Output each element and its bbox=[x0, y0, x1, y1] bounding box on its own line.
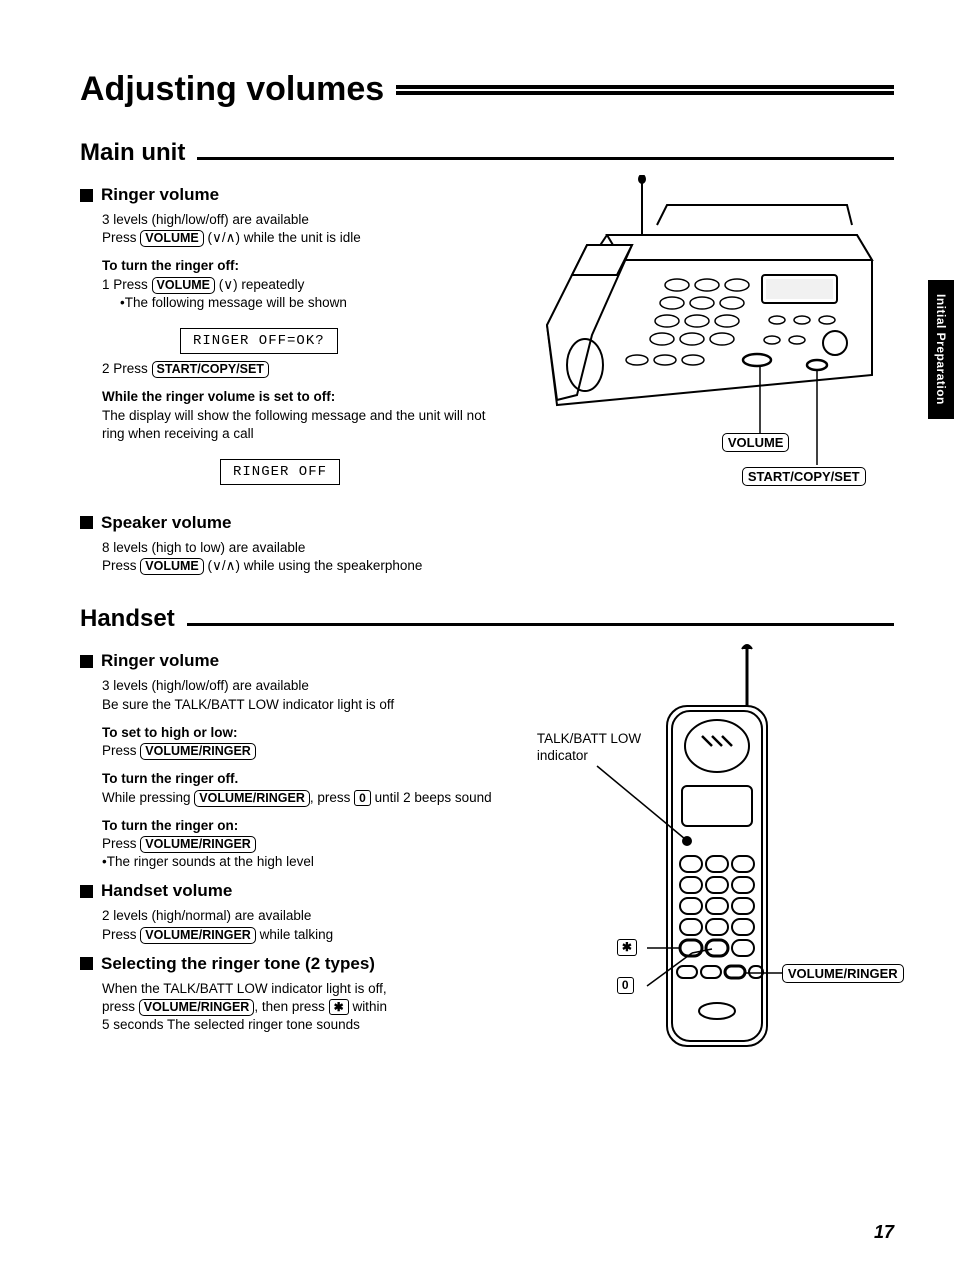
bullet-square-icon bbox=[80, 957, 93, 970]
volume-key: VOLUME bbox=[140, 558, 203, 575]
txt: 5 seconds The selected ringer tone sound… bbox=[102, 1016, 497, 1034]
bullet-square-icon bbox=[80, 516, 93, 529]
txt: 3 levels (high/low/off) are available bbox=[102, 677, 497, 695]
section-handset: Handset bbox=[80, 605, 894, 633]
hs-on: To turn the ringer on: Press VOLUME/RING… bbox=[102, 817, 497, 872]
bullet-square-icon bbox=[80, 885, 93, 898]
lcd-ringer-off: RINGER OFF bbox=[220, 459, 340, 485]
callout-star: ✱ bbox=[617, 939, 637, 955]
lcd-ringer-off-ok: RINGER OFF=OK? bbox=[180, 328, 338, 354]
bullet-square-icon bbox=[80, 655, 93, 668]
txt: Press bbox=[102, 836, 140, 851]
volring-key: VOLUME/RINGER bbox=[140, 836, 256, 853]
txt: (∨/∧) while using the speakerphone bbox=[204, 558, 423, 573]
txt: To turn the ringer off. bbox=[102, 770, 497, 788]
section-main-unit: Main unit bbox=[80, 139, 894, 167]
startcopyset-key: START/COPY/SET bbox=[152, 361, 269, 378]
txt: press bbox=[102, 999, 139, 1014]
hs-off-body: While pressing VOLUME/RINGER, press 0 un… bbox=[102, 789, 497, 807]
volume-key: VOLUME bbox=[152, 277, 215, 294]
whileoff-body: The display will show the following mess… bbox=[102, 407, 497, 443]
txt: To turn the ringer on: bbox=[102, 817, 497, 835]
sub-speaker-text: Speaker volume bbox=[101, 513, 231, 533]
speaker-b: Press VOLUME (∨/∧) while using the speak… bbox=[102, 557, 497, 575]
txt: Press bbox=[102, 558, 140, 573]
hs-off: To turn the ringer off. While pressing V… bbox=[102, 770, 497, 806]
talkbatt-label2: indicator bbox=[537, 748, 641, 764]
txt: While pressing bbox=[102, 790, 194, 805]
zero-key: 0 bbox=[354, 790, 371, 806]
sub-ringer-text: Ringer volume bbox=[101, 185, 219, 205]
volring-key: VOLUME/RINGER bbox=[140, 743, 256, 760]
speaker-body: 8 levels (high to low) are available Pre… bbox=[102, 539, 497, 575]
txt: until 2 beeps sound bbox=[371, 790, 492, 805]
volring-key: VOLUME/RINGER bbox=[140, 927, 256, 944]
ringer-intro-b: Press VOLUME (∨/∧) while the unit is idl… bbox=[102, 229, 497, 247]
txt: , press bbox=[310, 790, 354, 805]
section-handset-text: Handset bbox=[80, 605, 175, 633]
title-rule bbox=[396, 85, 894, 95]
hs-vol-b: Press VOLUME/RINGER while talking bbox=[102, 926, 497, 944]
volume-key: VOLUME bbox=[140, 230, 203, 247]
txt: 2 Press bbox=[102, 361, 152, 376]
bullet-square-icon bbox=[80, 189, 93, 202]
callout-startcopyset: START/COPY/SET bbox=[742, 467, 866, 486]
callout-volume: VOLUME bbox=[722, 433, 790, 452]
turnoff-bullet: •The following message will be shown bbox=[120, 294, 497, 312]
callout-zero: 0 bbox=[617, 977, 634, 993]
ringer-intro-a: 3 levels (high/low/off) are available bbox=[102, 211, 497, 229]
callout-volring: VOLUME/RINGER bbox=[782, 964, 904, 983]
hs-set-body: Press VOLUME/RINGER bbox=[102, 742, 497, 760]
txt: 1 Press bbox=[102, 277, 152, 292]
page-title-text: Adjusting volumes bbox=[80, 70, 384, 109]
sub-hs-ringer: Ringer volume bbox=[80, 651, 497, 671]
txt: When the TALK/BATT LOW indicator light i… bbox=[102, 980, 497, 998]
txt: Press bbox=[102, 927, 140, 942]
txt: To set to high or low: bbox=[102, 724, 497, 742]
hs-set: To set to high or low: Press VOLUME/RING… bbox=[102, 724, 497, 760]
volring-key: VOLUME/RINGER bbox=[194, 790, 310, 807]
sub-hs-volume-text: Handset volume bbox=[101, 881, 232, 901]
txt: Press bbox=[102, 743, 140, 758]
ringer-turnoff: To turn the ringer off: 1 Press VOLUME (… bbox=[102, 257, 497, 312]
turnoff-step2: 2 Press START/COPY/SET bbox=[102, 360, 497, 378]
txt: Be sure the TALK/BATT LOW indicator ligh… bbox=[102, 696, 497, 714]
txt: , then press bbox=[254, 999, 328, 1014]
txt: while talking bbox=[256, 927, 333, 942]
turnoff-head: To turn the ringer off: bbox=[102, 257, 497, 275]
page-number: 17 bbox=[874, 1222, 894, 1243]
side-tab: Initial Preparation bbox=[928, 280, 954, 419]
talkbatt-label: TALK/BATT LOW bbox=[537, 731, 641, 747]
section-rule bbox=[197, 157, 894, 160]
section-rule bbox=[187, 623, 894, 626]
txt: within bbox=[349, 999, 387, 1014]
speaker-a: 8 levels (high to low) are available bbox=[102, 539, 497, 557]
whileoff-head: While the ringer volume is set to off: bbox=[102, 388, 497, 406]
sub-speaker-volume: Speaker volume bbox=[80, 513, 497, 533]
txt: 2 levels (high/normal) are available bbox=[102, 907, 497, 925]
hs-ringer-intro: 3 levels (high/low/off) are available Be… bbox=[102, 677, 497, 713]
turnoff-step1: 1 Press VOLUME (∨) repeatedly bbox=[102, 276, 497, 294]
hs-on-body: Press VOLUME/RINGER bbox=[102, 835, 497, 853]
base-unit-illustration bbox=[517, 175, 887, 475]
txt: •The ringer sounds at the high level bbox=[102, 853, 497, 871]
handset-illustration bbox=[517, 641, 887, 1071]
hs-vol-body: 2 levels (high/normal) are available Pre… bbox=[102, 907, 497, 943]
sub-hs-ringer-text: Ringer volume bbox=[101, 651, 219, 671]
section-main-unit-text: Main unit bbox=[80, 139, 185, 167]
hs-tone-body: When the TALK/BATT LOW indicator light i… bbox=[102, 980, 497, 1035]
txt: (∨/∧) while the unit is idle bbox=[204, 230, 361, 245]
page-title: Adjusting volumes bbox=[80, 70, 894, 109]
ringer-intro: 3 levels (high/low/off) are available Pr… bbox=[102, 211, 497, 247]
hs-tone-b: press VOLUME/RINGER, then press ✱ within bbox=[102, 998, 497, 1016]
star-key: ✱ bbox=[329, 999, 349, 1015]
txt: Press bbox=[102, 230, 140, 245]
volring-key: VOLUME/RINGER bbox=[139, 999, 255, 1016]
sub-ringer-volume: Ringer volume bbox=[80, 185, 497, 205]
txt: (∨) repeatedly bbox=[215, 277, 304, 292]
sub-hs-volume: Handset volume bbox=[80, 881, 497, 901]
ringer-whileoff: While the ringer volume is set to off: T… bbox=[102, 388, 497, 443]
sub-hs-tone-text: Selecting the ringer tone (2 types) bbox=[101, 954, 375, 974]
sub-hs-tone: Selecting the ringer tone (2 types) bbox=[80, 954, 497, 974]
